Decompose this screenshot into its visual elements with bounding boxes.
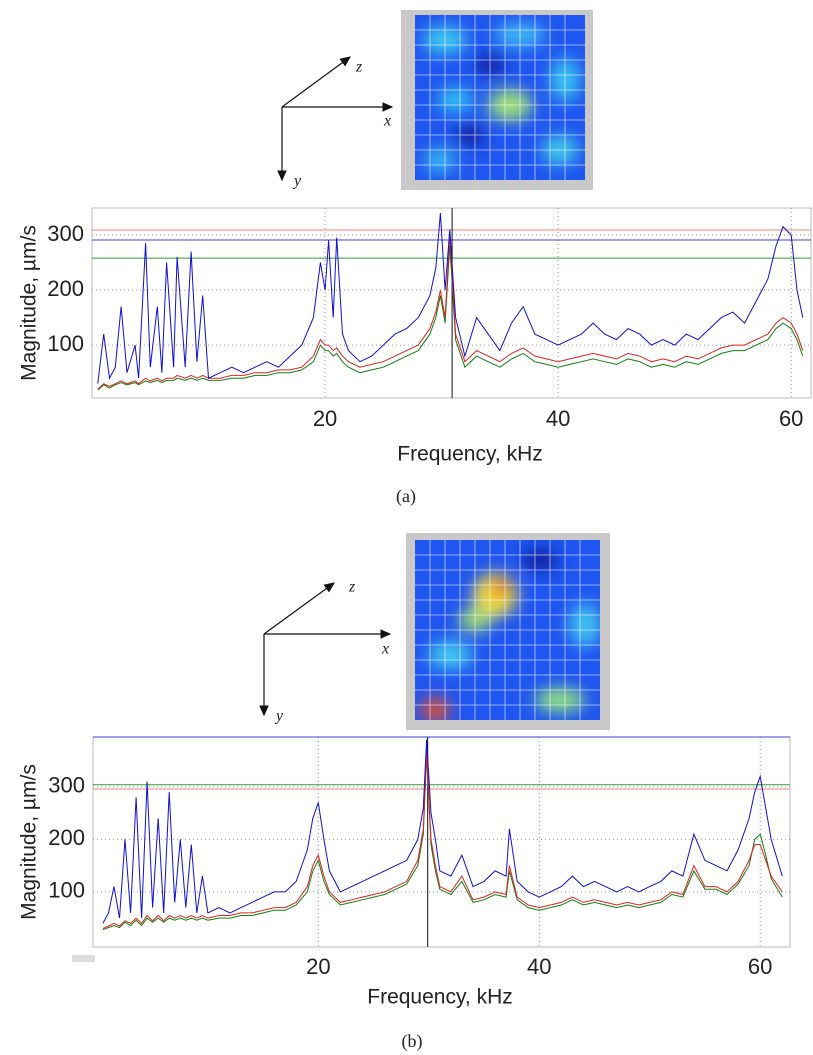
caption: (b): [402, 1031, 423, 1052]
y-tick-label: 300: [47, 221, 84, 246]
plot-area: [91, 207, 812, 399]
spectrum-line: [102, 755, 783, 931]
y-axis-label: Magnitude, µm/s: [18, 225, 41, 381]
axis-direction-label: x: [381, 641, 389, 658]
y-tick-label: 100: [47, 331, 84, 356]
x-tick-label: 20: [313, 406, 337, 431]
axis-direction-label: y: [274, 708, 284, 725]
y-tick-label: 200: [47, 276, 84, 301]
y-tick-label: 300: [48, 773, 85, 798]
axis-direction-label: z: [355, 59, 363, 76]
plot-area: [92, 736, 791, 948]
y-tick-label: 100: [48, 878, 85, 903]
axis-direction-label: y: [292, 173, 302, 190]
caption: (a): [396, 486, 416, 507]
mode-shape-image-b: [406, 533, 610, 730]
axes-diagram-b: [259, 582, 392, 717]
scrollbar-stub: [72, 955, 95, 962]
x-tick-label: 60: [779, 406, 803, 431]
spectrum-line: [97, 234, 804, 390]
x-tick-label: 60: [748, 954, 772, 979]
spectrum-line: [97, 245, 804, 391]
spectrum-line: [102, 739, 783, 924]
spectrum-line: [102, 750, 783, 930]
x-axis-label: Frequency, kHz: [367, 986, 513, 1009]
axis-direction-label: x: [383, 113, 391, 130]
mode-shape-image-a: [401, 10, 593, 190]
x-axis-label: Frequency, kHz: [397, 443, 543, 466]
spectrum-line: [97, 212, 804, 384]
axis-direction-label: z: [348, 579, 356, 596]
x-tick-label: 20: [306, 954, 330, 979]
y-tick-label: 200: [48, 825, 85, 850]
x-tick-label: 40: [527, 954, 551, 979]
axes-diagram-a: [277, 56, 394, 182]
x-tick-label: 40: [546, 406, 570, 431]
y-axis-label: Magnitude, µm/s: [18, 764, 41, 920]
